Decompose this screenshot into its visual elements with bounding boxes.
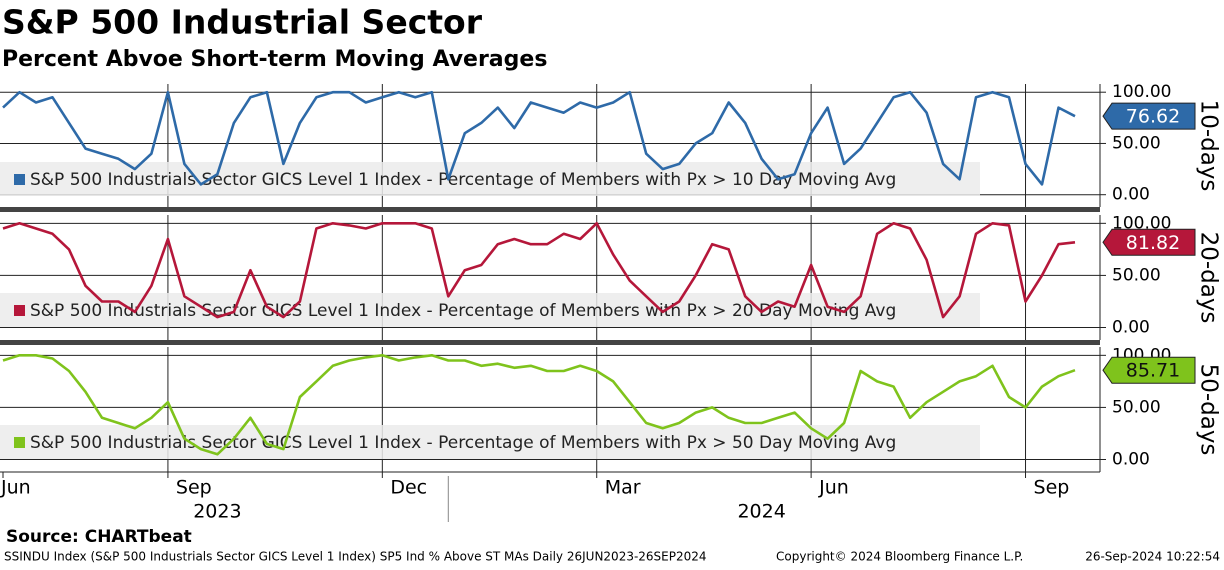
year-label: 2024 [737,501,785,523]
y-tick-label: 100.00 [1112,213,1171,233]
last-value-label: 85.71 [1126,360,1180,382]
last-value-tag [1102,356,1196,384]
legend-background [0,293,980,327]
x-tick-label: Sep [1034,477,1070,499]
data-line [2,222,1076,319]
x-tick-label: Jun [818,477,849,499]
x-tick-label: Dec [390,477,427,499]
source: Source: CHARTbeat [6,527,192,547]
legend-background [0,162,980,196]
legend-label: S&P 500 Industrials Sector GICS Level 1 … [30,170,896,190]
y-tick-label: 50.00 [1112,397,1161,417]
chart-title: S&P 500 Industrial Sector [2,3,483,42]
legend-swatch [14,437,25,448]
x-tick-label: Jun [0,477,31,499]
y-axis-title: 20-days [1196,232,1222,324]
y-tick-label: 100.00 [1112,82,1171,102]
legend-swatch [14,174,25,185]
chart-subtitle: Percent Abvoe Short-term Moving Averages [2,47,547,72]
y-tick-label: 0.00 [1112,450,1150,470]
x-tick-label: Sep [176,477,212,499]
year-label: 2023 [193,501,241,523]
footer-timestamp: 26-Sep-2024 10:22:54 [1085,550,1220,564]
y-tick-label: 0.00 [1112,185,1150,205]
footer-copyright: Copyright© 2024 Bloomberg Finance L.P. [776,550,1023,564]
y-axis-title: 10-days [1196,100,1222,192]
last-value-tag [1102,228,1196,256]
last-value-label: 81.82 [1126,232,1180,254]
y-axis-title: 50-days [1196,364,1222,456]
data-line [2,90,1076,186]
legend-swatch [14,305,25,316]
y-tick-label: 50.00 [1112,265,1161,285]
legend-label: S&P 500 Industrials Sector GICS Level 1 … [30,301,896,321]
y-tick-label: 0.00 [1112,318,1150,338]
footer-description: SSINDU Index (S&P 500 Industrials Sector… [4,550,707,564]
x-tick-label: Mar [605,477,641,499]
data-line [2,354,1076,456]
panel-separator [0,207,1100,212]
y-tick-label: 50.00 [1112,133,1161,153]
last-value-tag [1102,102,1196,130]
last-value-label: 76.62 [1126,106,1180,128]
panel-separator [0,340,1100,345]
legend-label: S&P 500 Industrials Sector GICS Level 1 … [30,433,896,453]
